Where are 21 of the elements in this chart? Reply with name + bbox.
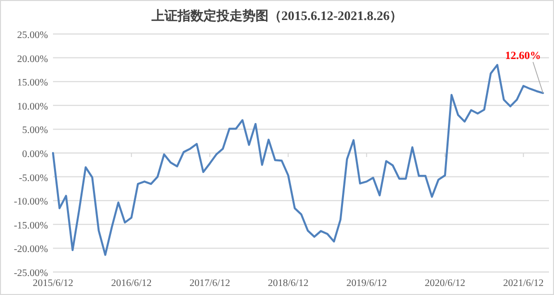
x-tick-label: 2020/6/12: [424, 278, 466, 289]
y-tick-label: 0.00%: [22, 149, 48, 160]
y-tick-label: -25.00%: [14, 268, 48, 279]
y-tick-label: -15.00%: [14, 220, 48, 232]
y-tick-label: -5.00%: [18, 172, 48, 184]
x-tick-label: 2021/6/12: [503, 278, 544, 289]
y-tick-label: -20.00%: [14, 244, 48, 256]
y-tick-label: 5.00%: [22, 125, 48, 136]
x-tick-label: 2018/6/12: [268, 278, 308, 289]
x-tick-label: 2015/6/12: [32, 278, 74, 289]
y-tick-label: 20.00%: [17, 54, 48, 65]
chart-title: 上证指数定投走势图（2015.6.12-2021.8.26）: [150, 8, 403, 23]
x-tick-label: 2017/6/12: [190, 278, 230, 289]
x-tick-label: 2019/6/12: [346, 278, 387, 289]
y-tick-label: 10.00%: [17, 101, 48, 112]
x-tick-label: 2016/6/12: [111, 278, 152, 289]
y-tick-label: 15.00%: [17, 78, 48, 89]
y-tick-label: -10.00%: [14, 196, 48, 208]
annotation: 12.60%: [505, 50, 541, 62]
line-series: [52, 64, 544, 256]
y-tick-label: 25.00%: [17, 30, 48, 41]
